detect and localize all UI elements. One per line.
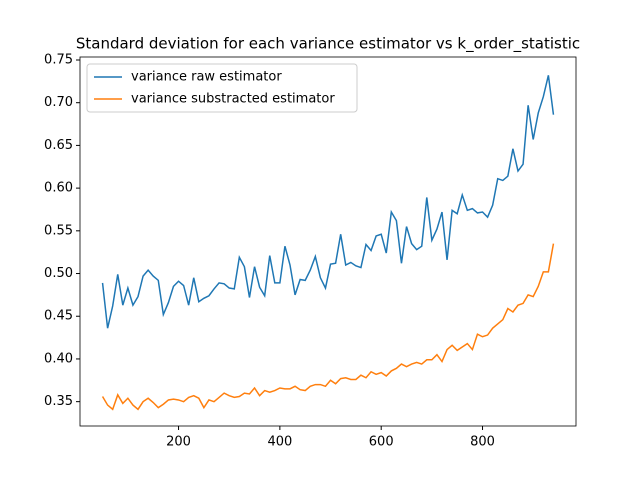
y-tick-label: 0.75 — [44, 52, 73, 67]
y-tick-label: 0.55 — [44, 223, 73, 238]
legend-label: variance substracted estimator — [131, 92, 335, 107]
x-tick-label: 600 — [369, 435, 394, 450]
line-series — [101, 243, 555, 411]
x-tick-label: 800 — [470, 435, 495, 450]
y-tick-label: 0.70 — [44, 95, 73, 110]
y-tick-label: 0.40 — [44, 351, 73, 366]
y-tick-label: 0.65 — [44, 138, 73, 153]
axes-frame — [79, 56, 577, 427]
legend-box — [86, 63, 358, 113]
line-series — [101, 75, 555, 329]
chart-title: Standard deviation for each variance est… — [76, 35, 580, 54]
x-tick-label: 400 — [267, 435, 292, 450]
y-tick-label: 0.50 — [44, 266, 73, 281]
legend-label: variance raw estimator — [131, 70, 282, 85]
x-tick-label: 200 — [166, 435, 191, 450]
y-tick-label: 0.45 — [44, 309, 73, 324]
y-tick-label: 0.35 — [44, 394, 73, 409]
y-tick-label: 0.60 — [44, 181, 73, 196]
